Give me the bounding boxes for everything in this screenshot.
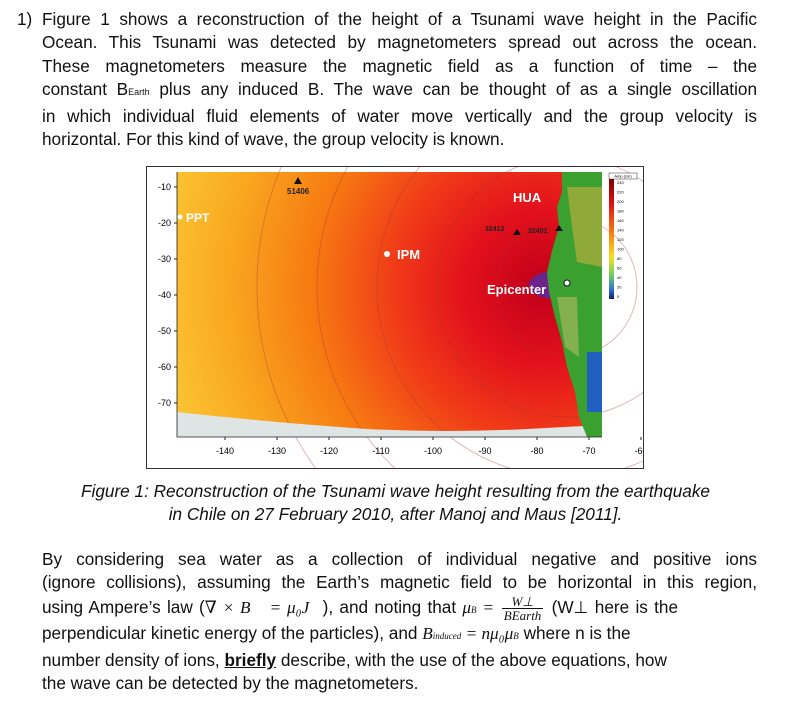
y-tick-label: -70	[158, 398, 171, 408]
colorbar-tick-label: 140	[617, 228, 624, 233]
intro-line-5: in which individual fluid elements of wa…	[42, 105, 757, 126]
b-earth-subscript: Earth	[128, 87, 150, 98]
x-tick-label: -130	[268, 446, 286, 456]
part2-line-2: (ignore collisions), assuming the Earth’…	[42, 572, 757, 593]
b-induced-rhs-sub: B	[513, 631, 519, 642]
colorbar-tick-label: 220	[617, 190, 624, 195]
mu-b-sub: B	[471, 604, 477, 615]
buoy-51406-marker	[294, 177, 302, 184]
colorbar-tick-label: 240	[617, 180, 624, 185]
colorbar-tick-label: 100	[617, 247, 624, 252]
colorbar-tick-label: 0	[617, 294, 620, 299]
tsunami-figure: Amp (cm) 240 220 200 180 160 140 120 100 80 60 40 2…	[146, 0, 791, 598]
line5-end: describe, with the use of the above equa…	[280, 649, 667, 670]
wave-field	[177, 172, 602, 437]
b-induced-rhs: = nμ₀μ	[461, 624, 514, 644]
question-number: 1)	[17, 9, 33, 29]
label-ppt: PPT	[186, 211, 210, 225]
fraction-denominator: BEarth	[503, 607, 542, 623]
label-ipm: IPM	[397, 247, 420, 262]
figure-caption: Figure 1: Reconstruction of the Tsunami …	[20, 480, 771, 526]
y-tick-label: -20	[158, 218, 171, 228]
intro-line-3: These magnetometers measure the magnetic…	[42, 55, 757, 76]
land-highlands-south	[557, 297, 579, 357]
intro-line-2: Ocean. This Tsunami was detected by magn…	[42, 32, 757, 53]
colorbar	[609, 179, 614, 299]
colorbar-tick-label: 60	[617, 266, 622, 271]
colorbar-tick-label: 120	[617, 237, 624, 242]
colorbar-tick-label: 180	[617, 209, 624, 214]
b-induced-sub: induced	[432, 631, 462, 642]
x-tick-label: -120	[320, 446, 338, 456]
buoy-32412-marker	[513, 229, 521, 235]
label-51406: 51406	[287, 187, 310, 196]
epicenter-marker	[563, 279, 571, 287]
label-hua: HUA	[513, 190, 542, 205]
line5-start: number density of ions,	[42, 649, 220, 670]
y-tick-label: -10	[158, 182, 171, 192]
intro-line-1: Figure 1 shows a reconstruction of the h…	[42, 9, 757, 29]
label-32412: 32412	[485, 226, 505, 233]
x-tick-label: -60	[634, 446, 643, 456]
x-tick-label: -110	[372, 446, 389, 456]
ipm-marker	[384, 251, 390, 257]
x-tick-label: -70	[582, 446, 595, 456]
colorbar-header	[608, 172, 638, 180]
fraction-numerator: W⊥	[501, 595, 544, 609]
w-perp-note: (W⊥ here is the	[551, 596, 679, 617]
colorbar-tick-label: 40	[617, 275, 622, 280]
x-tick-labels: -140 -130 -120 -110 -100 -90 -80 -70 -60	[216, 437, 648, 456]
ppt-marker	[177, 214, 183, 220]
b-induced: B	[422, 624, 433, 644]
intro-line-4-text: plus any induced B. The wave can be thou…	[159, 79, 758, 100]
intro-line-6: horizontal. For this kind of wave, the g…	[42, 129, 505, 150]
colorbar-tick-label: 160	[617, 218, 624, 223]
colorbar-title: Amp (cm)	[614, 174, 632, 179]
caption-line-1: Figure 1: Reconstruction of the Tsunami …	[81, 481, 710, 501]
y-tick-label: -30	[158, 254, 171, 264]
ampere-suffix: ), and noting that	[322, 596, 457, 617]
land-highlands	[567, 187, 602, 267]
y-tick-label: -40	[158, 290, 171, 300]
ampere-prefix: using Ampere’s law (	[42, 596, 205, 617]
x-tick-label: -140	[216, 446, 234, 456]
x-tick-label: -100	[424, 446, 442, 456]
atlantic-patch	[587, 352, 602, 412]
y-tick-label: -50	[158, 326, 171, 336]
tsunami-map: Amp (cm) 2402202001801601401201008060402…	[158, 0, 791, 598]
mu-b: μ	[462, 597, 472, 617]
x-tick-label: -90	[478, 446, 491, 456]
label-32401: 32401	[528, 228, 548, 235]
constant-b: constant B	[42, 79, 129, 100]
y-tick-label: -60	[158, 362, 171, 372]
buoy-32401-marker	[555, 225, 563, 231]
x-tick-label: -80	[530, 446, 543, 456]
part2-line-4: perpendicular kinetic energy of the part…	[42, 622, 757, 648]
colorbar-tick-label: 80	[617, 256, 622, 261]
caption-line-2: in Chile on 27 February 2010, after Mano…	[168, 504, 623, 524]
briefly-emphasis: briefly	[224, 649, 277, 670]
part2-line-6: the wave can be detected by the magnetom…	[42, 673, 419, 694]
label-epicenter: Epicenter	[487, 282, 546, 297]
southern-region	[177, 412, 602, 437]
colorbar-tick-label: 200	[617, 199, 624, 204]
ampere-equation: ∇ × B⃗ = μ₀J⃗	[204, 597, 323, 617]
line4-end: where n is the	[518, 623, 631, 644]
part2-line-5: number density of ions, briefly describe…	[42, 649, 757, 672]
question-intro: Figure 1 shows a reconstruction of the h…	[42, 8, 757, 151]
question-part2: By considering sea water as a collection…	[42, 548, 757, 695]
mu-b-fraction: W⊥ BEarth	[501, 595, 544, 623]
colorbar-tick-label: 20	[617, 285, 622, 290]
line4-text: perpendicular kinetic energy of the part…	[42, 623, 418, 644]
part2-line-3: using Ampere’s law (∇ × B⃗ = μ₀J⃗), and …	[42, 593, 679, 623]
intro-line-4: constant BEarth plus any induced B. The …	[42, 78, 757, 104]
y-tick-labels: -10 -20 -30 -40 -50 -60 -70	[158, 182, 177, 408]
part2-line-1: By considering sea water as a collection…	[42, 549, 757, 569]
